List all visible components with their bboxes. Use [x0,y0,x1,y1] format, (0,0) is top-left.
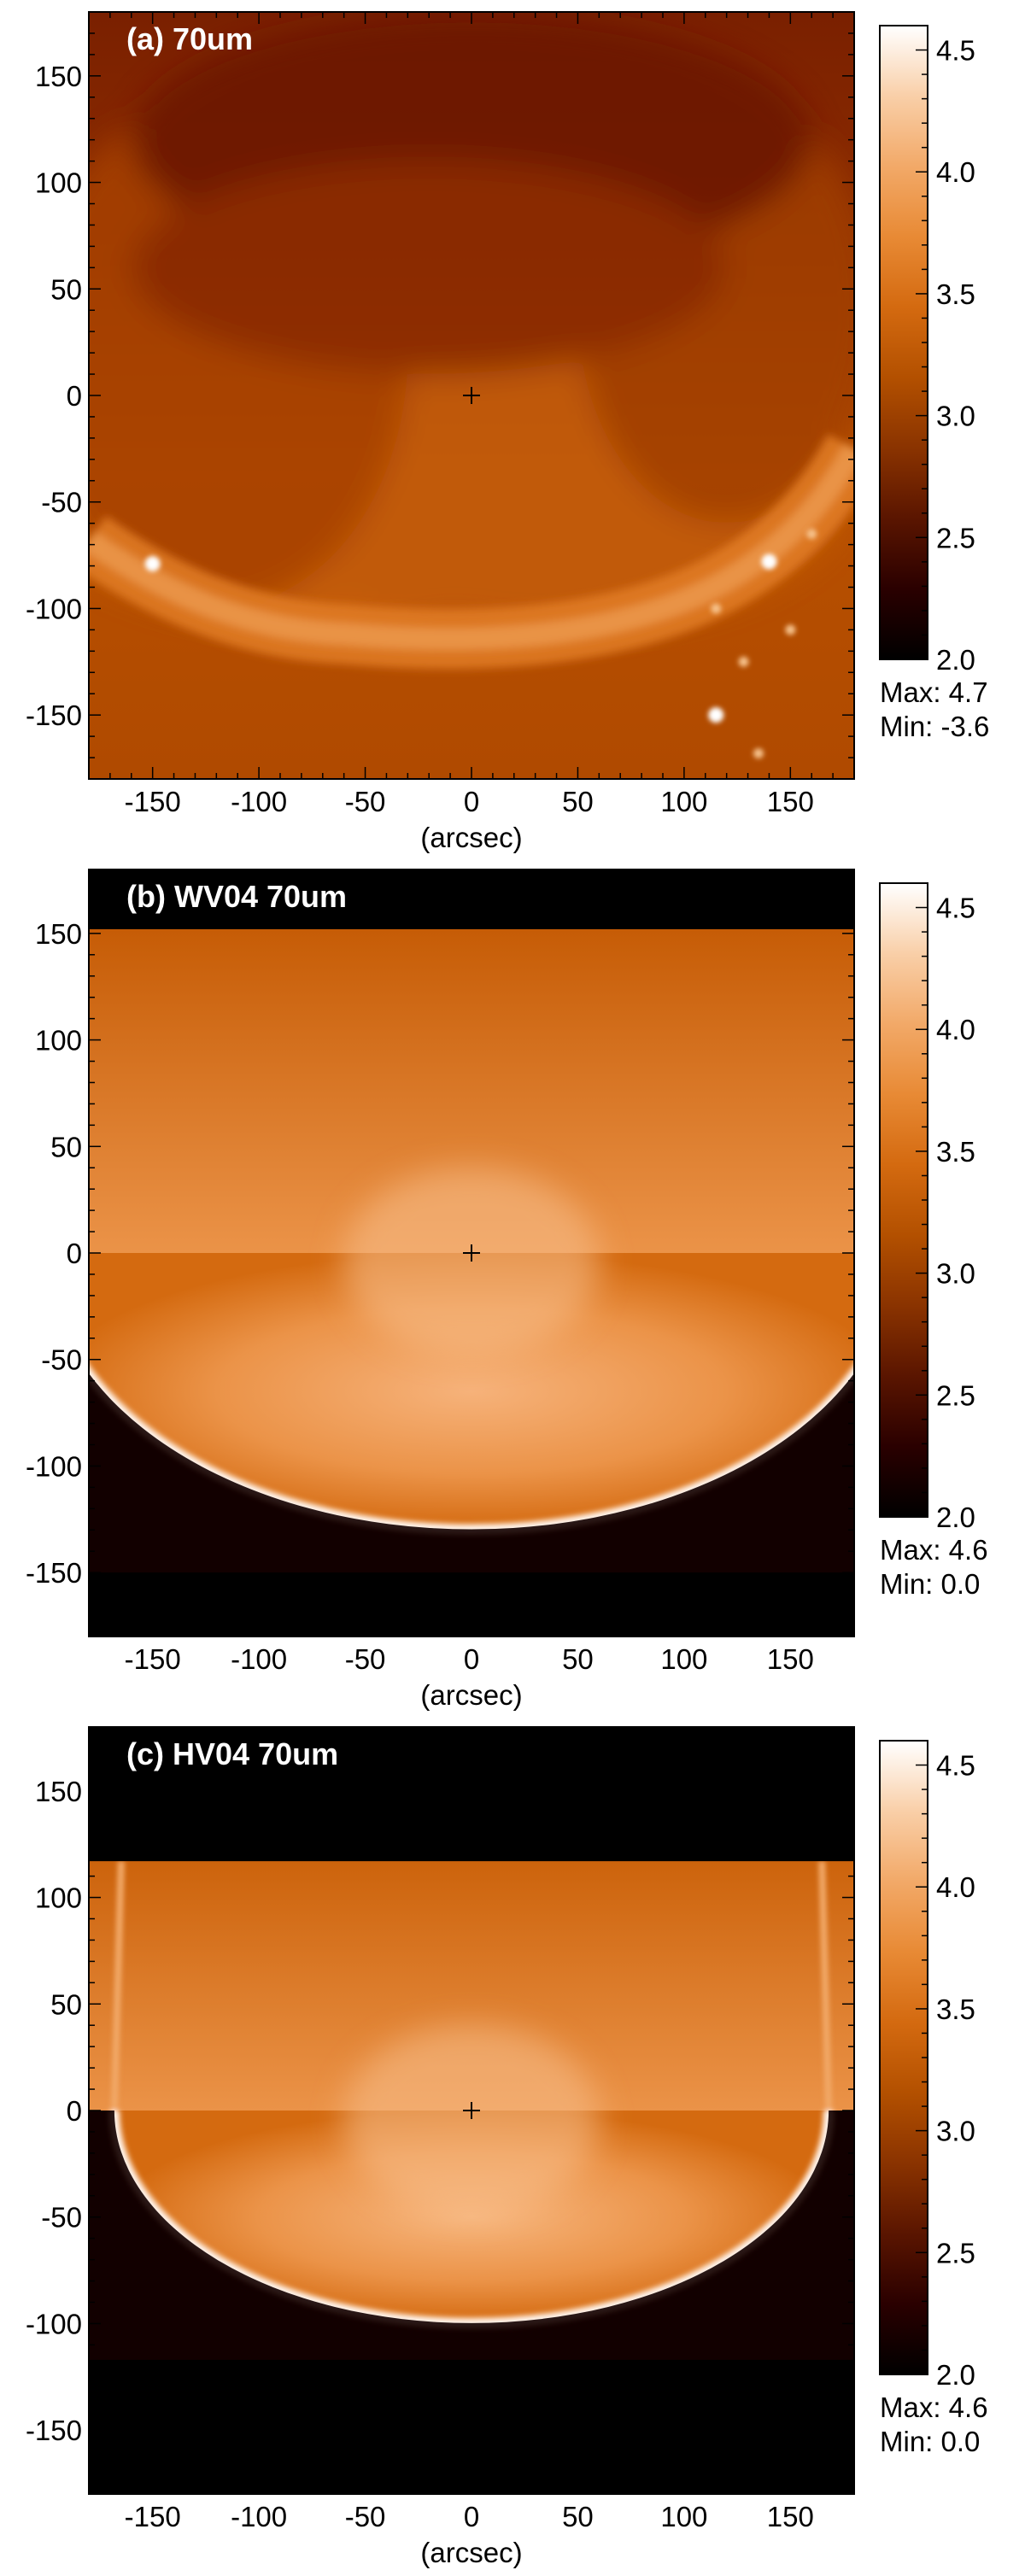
max-value-text: Max: 4.7 [880,676,988,708]
y-tick-label: 50 [50,273,82,305]
y-tick-label: -50 [41,487,82,518]
x-tick-label: -100 [231,1643,287,1675]
y-tick-label: -100 [26,1450,82,1482]
panel-label: (a) 70um [126,21,253,56]
colorbar-tick-label: 4.0 [936,1871,975,1903]
panel-c: -150 -100 -50 0 50 100 150 -150 -100 -50 0 50 100 150… [0,1715,1025,2573]
colorbar [879,882,928,1518]
point-source [738,656,749,667]
x-axis-label: (arcsec) [420,1679,522,1711]
center-marker [463,2102,480,2119]
axis-ticks [88,869,855,1637]
colorbar-tick-label: 4.0 [936,1014,975,1045]
x-tick-label: 0 [464,786,479,817]
x-tick-label: -100 [231,786,287,817]
y-tick-label: 100 [35,1882,82,1914]
min-value-text: Min: 0.0 [880,2426,980,2457]
x-tick-label: 50 [562,786,594,817]
y-tick-label: 150 [35,918,82,950]
center-marker [463,1244,480,1262]
x-tick-label: 100 [660,1643,707,1675]
colorbar-tick-label: 2.0 [936,644,975,676]
image-area [89,12,854,779]
x-tick-label: -150 [125,786,181,817]
colorbar-tick-label: 2.5 [936,522,975,553]
x-tick-label: -50 [345,1643,386,1675]
x-tick-label: 50 [562,1643,594,1675]
max-value-text: Max: 4.6 [880,1534,988,1566]
x-tick-label: 0 [464,1643,479,1675]
y-tick-label: 100 [35,167,82,199]
colorbar-tick-label: 2.0 [936,1502,975,1533]
point-source [761,553,777,570]
point-source [753,748,764,759]
x-tick-label: 100 [660,786,707,817]
max-value-text: Max: 4.6 [880,2392,988,2423]
colorbar-tick-label: 2.5 [936,1379,975,1411]
y-tick-label: -50 [41,1344,82,1376]
x-tick-label: 100 [660,2501,707,2532]
y-tick-label: 100 [35,1025,82,1057]
y-tick-label: -150 [26,2415,82,2446]
point-source [144,556,161,572]
min-value-text: Min: 0.0 [880,1568,980,1600]
point-source [785,624,796,635]
y-tick-label: -150 [26,700,82,731]
y-tick-label: 150 [35,1776,82,1807]
x-tick-label: 150 [767,2501,814,2532]
colorbar-tick-label: 2.0 [936,2359,975,2391]
y-tick-label: 0 [67,2095,82,2127]
colorbar-tick-label: 3.0 [936,401,975,432]
x-tick-label: -150 [125,1643,181,1675]
x-tick-label: -150 [125,2501,181,2532]
colorbar-tick-label: 3.5 [936,278,975,310]
y-tick-label: 0 [67,380,82,412]
x-axis-label: (arcsec) [420,2537,522,2568]
image-area [89,1727,854,2494]
x-tick-label: -50 [345,2501,386,2532]
x-tick-label: 150 [767,786,814,817]
colorbar-tick-label: 4.5 [936,893,975,924]
x-tick-label: -50 [345,786,386,817]
point-source [711,603,722,614]
axis-ticks [88,1726,855,2495]
min-value-text: Min: -3.6 [880,711,989,742]
center-marker [463,387,480,404]
point-source [806,529,817,540]
colorbar-tick-label: 2.5 [936,2237,975,2269]
x-tick-label: -100 [231,2501,287,2532]
image-area [89,869,854,1636]
colorbar-tick-label: 3.0 [936,2116,975,2147]
colorbar-tick-label: 4.5 [936,1750,975,1782]
y-tick-label: 0 [67,1238,82,1269]
colorbar-tick-label: 4.5 [936,35,975,67]
panel-c-svg: -150 -100 -50 0 50 100 150 -150 -100 -50 0 50 100 150… [26,1726,988,2568]
colorbar [879,25,928,660]
x-tick-label: 50 [562,2501,594,2532]
y-tick-label: -100 [26,2308,82,2339]
y-tick-label: -100 [26,593,82,624]
panel-label: (c) HV04 70um [126,1736,338,1771]
axis-ticks [88,11,855,780]
x-tick-label: 0 [464,2501,479,2532]
y-tick-label: -50 [41,2202,82,2234]
panel-a-svg: -150 -100 -50 0 50 100 150 -150 -100 -50 0 50 100 150… [26,11,989,853]
colorbar-tick-label: 3.5 [936,1136,975,1168]
x-tick-label: 150 [767,1643,814,1675]
y-tick-label: 150 [35,61,82,92]
point-source [708,707,724,723]
y-tick-label: -150 [26,1557,82,1589]
x-axis-label: (arcsec) [420,822,522,853]
colorbar [879,1740,928,2375]
y-tick-label: 50 [50,1131,82,1162]
colorbar-tick-label: 3.5 [936,1993,975,2025]
colorbar-tick-label: 4.0 [936,156,975,188]
panel-b: -150 -100 -50 0 50 100 150 -150 -100 -50 0 50 100 150… [0,858,1025,1715]
colorbar-tick-label: 3.0 [936,1258,975,1290]
panel-a: -150 -100 -50 0 50 100 150 -150 -100 -50 0 50 100 150… [0,0,1025,858]
y-tick-label: 50 [50,1988,82,2020]
panel-label: (b) WV04 70um [126,879,347,914]
panel-b-svg: -150 -100 -50 0 50 100 150 -150 -100 -50 0 50 100 150… [26,869,988,1711]
